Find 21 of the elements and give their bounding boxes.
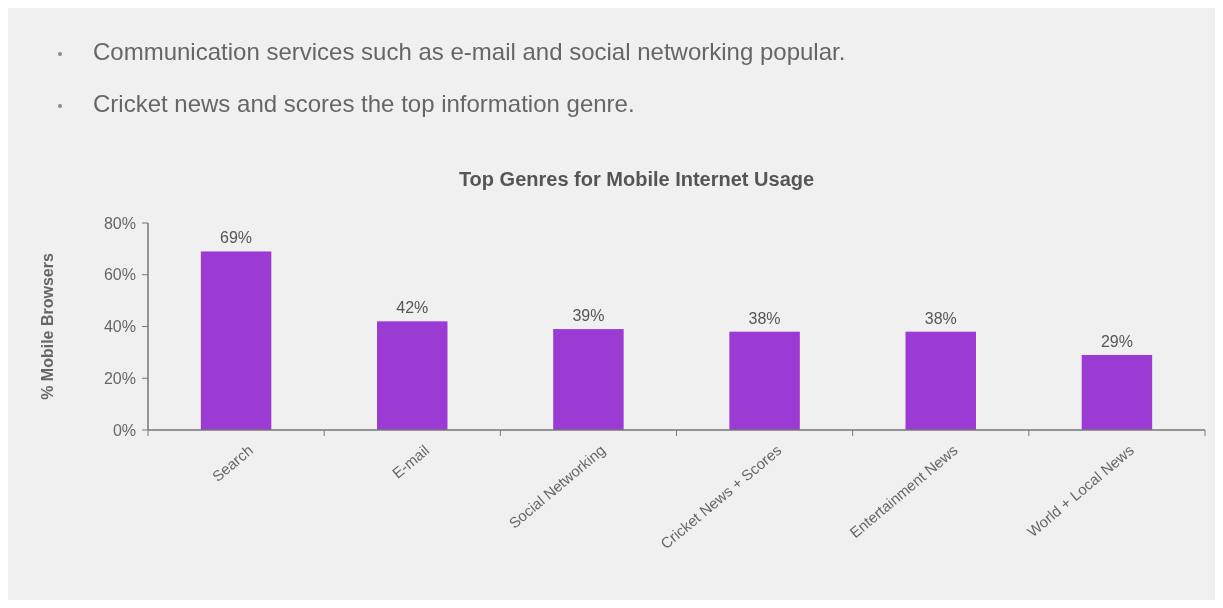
y-tick-label: 0% [112, 421, 136, 439]
chart-title: Top Genres for Mobile Internet Usage [458, 168, 815, 190]
bar [729, 331, 800, 430]
text: Communication services such as e-mail and social networking popular. [93, 38, 846, 65]
y-tick-label: 40% [103, 318, 136, 336]
bar [905, 331, 976, 430]
data-label: 39% [572, 307, 605, 325]
data-label: 42% [396, 299, 429, 317]
y-tick-label: 80% [103, 214, 136, 232]
text: Cricket news and scores the top information genre. [93, 90, 635, 117]
bar [377, 321, 448, 430]
bar [553, 329, 624, 430]
bar [1081, 354, 1153, 430]
data-label: 69% [220, 229, 253, 247]
data-label: 29% [1100, 332, 1133, 350]
data-label: 38% [924, 309, 957, 327]
y-tick-label: 60% [103, 266, 136, 284]
y-axis-title: % Mobile Browsers [39, 253, 56, 400]
data-label: 38% [748, 309, 781, 327]
y-tick-label: 20% [103, 369, 136, 387]
bar [200, 251, 272, 430]
